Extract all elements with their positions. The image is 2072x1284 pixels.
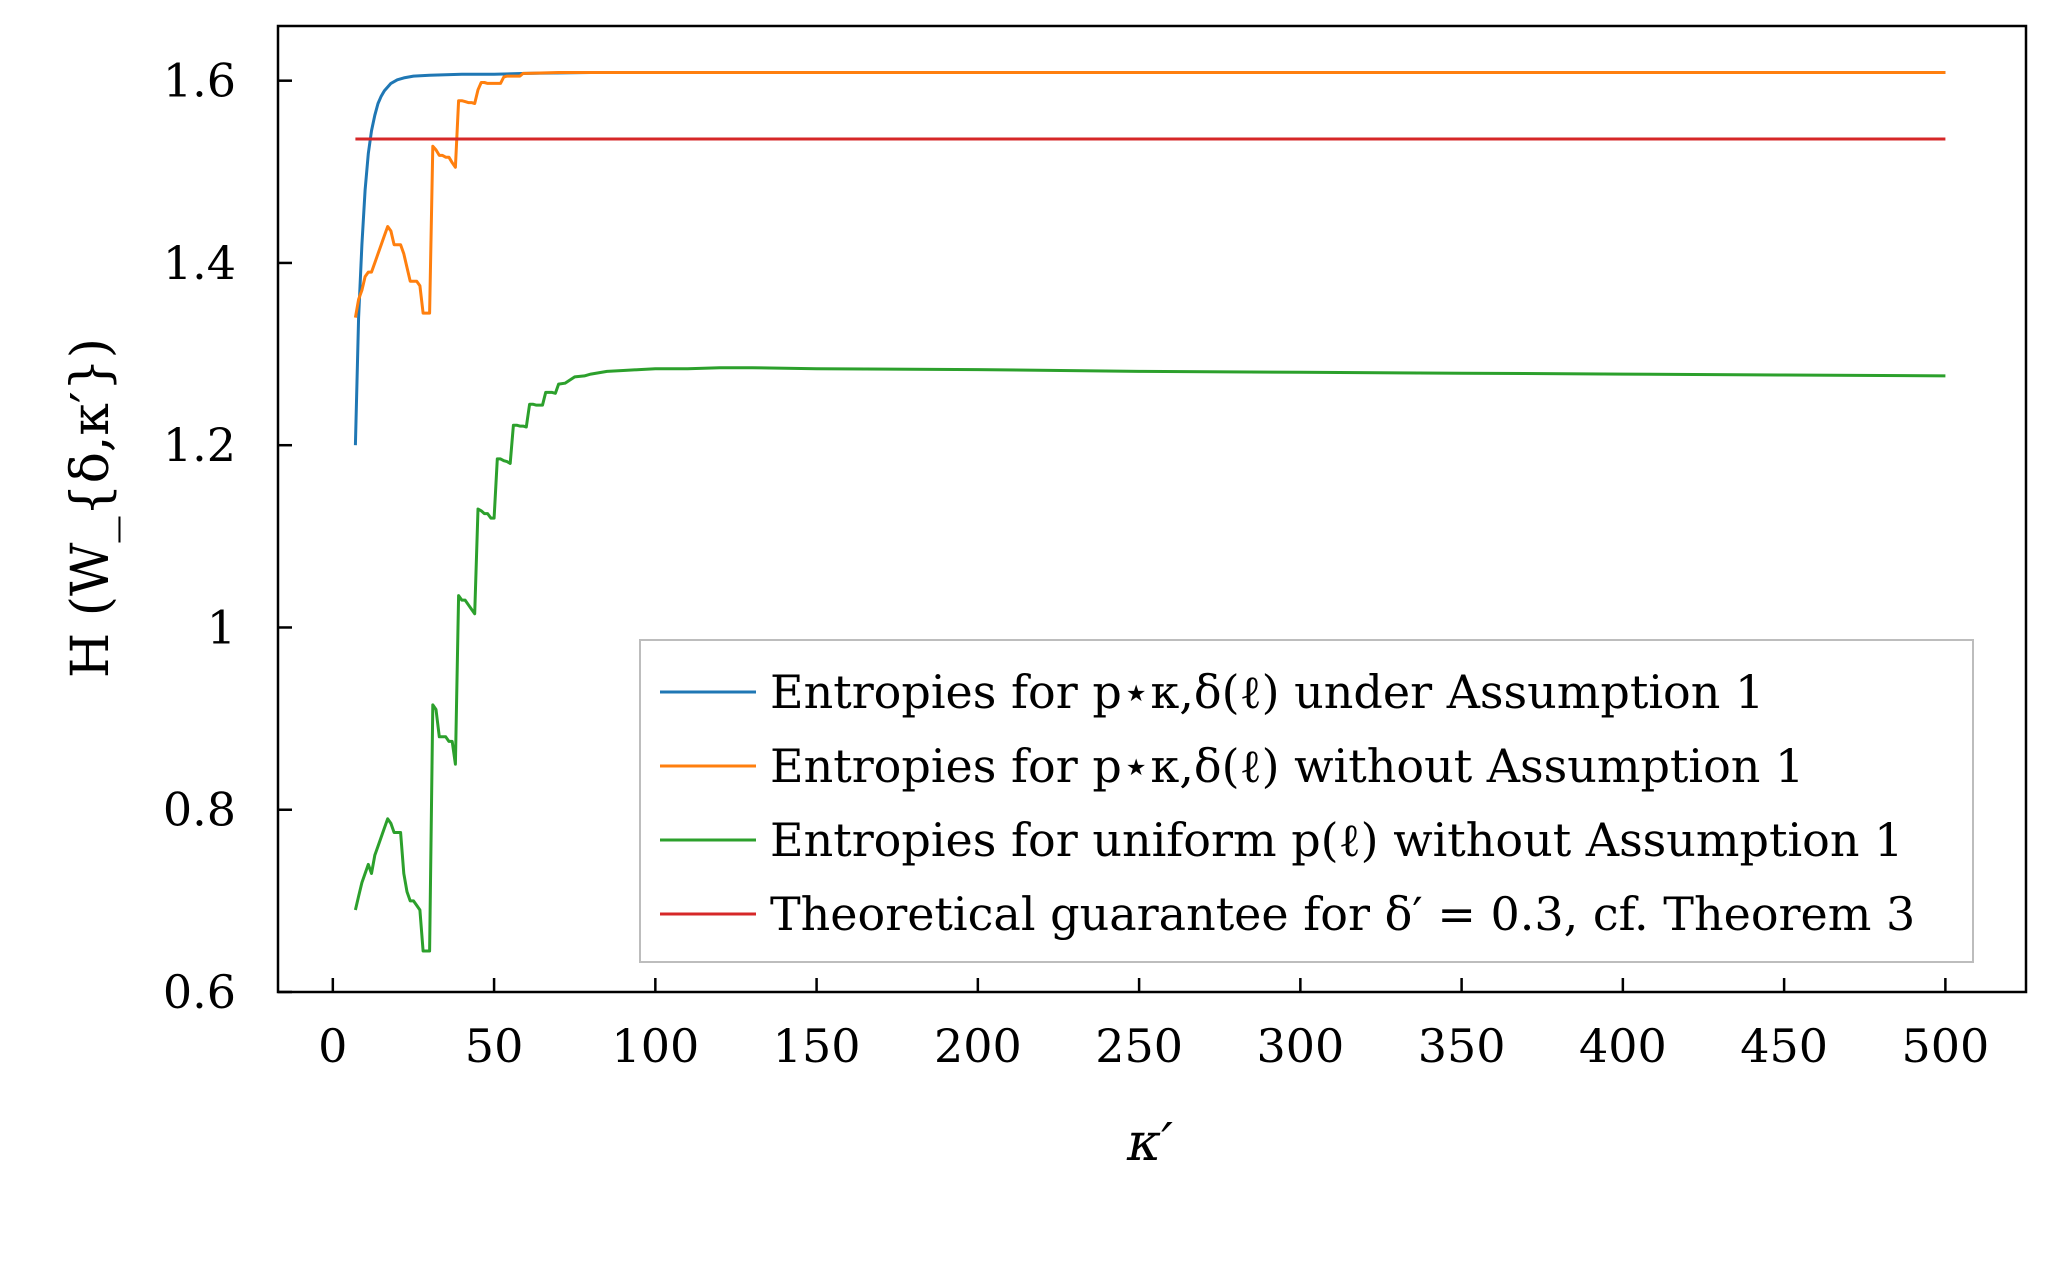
- x-tick-label: 250: [1095, 1019, 1183, 1073]
- x-tick-label: 400: [1579, 1019, 1667, 1073]
- x-tick-label: 0: [318, 1019, 347, 1073]
- y-tick-label: 1.4: [163, 236, 236, 290]
- y-tick-label: 0.6: [163, 965, 236, 1019]
- y-tick-label: 1.2: [163, 418, 236, 472]
- series-line-0: [353, 71, 1946, 446]
- x-tick-label: 300: [1256, 1019, 1344, 1073]
- y-tick-label: 0.8: [163, 783, 236, 837]
- series-line-2: [353, 366, 1946, 953]
- x-tick-label: 150: [773, 1019, 861, 1073]
- x-tick-label: 350: [1418, 1019, 1506, 1073]
- legend: Entropies for p⋆κ,δ(ℓ) under Assumption …: [639, 639, 1974, 963]
- legend-box: [639, 639, 1974, 963]
- y-tick-label: 1: [207, 600, 236, 654]
- x-tick-label: 50: [465, 1019, 524, 1073]
- x-axis-label: κ′: [1126, 1113, 1173, 1173]
- x-tick-label: 200: [934, 1019, 1022, 1073]
- legend-label-0: Entropies for p⋆κ,δ(ℓ) under Assumption …: [770, 665, 1764, 719]
- legend-label-3: Theoretical guarantee for δ′ = 0.3, cf. …: [770, 887, 1915, 941]
- legend-label-1: Entropies for p⋆κ,δ(ℓ) without Assumptio…: [770, 739, 1804, 793]
- x-tick-label: 100: [611, 1019, 699, 1073]
- x-tick-label: 500: [1901, 1019, 1989, 1073]
- y-axis-ticks: 0.6 0.8 1 1.2 1.4 1.6: [163, 54, 292, 1019]
- plot-series: [353, 71, 1946, 953]
- y-axis-label: H (W_{δ,κ′}): [61, 338, 121, 678]
- y-tick-label: 1.6: [163, 54, 236, 108]
- plot-frame: [276, 24, 2028, 994]
- series-line-1: [353, 71, 1946, 318]
- x-tick-label: 450: [1740, 1019, 1828, 1073]
- legend-label-2: Entropies for uniform p(ℓ) without Assum…: [770, 813, 1903, 867]
- x-axis-ticks: 0 50 100 150 200 250 300 350 400 450 500: [318, 978, 1989, 1073]
